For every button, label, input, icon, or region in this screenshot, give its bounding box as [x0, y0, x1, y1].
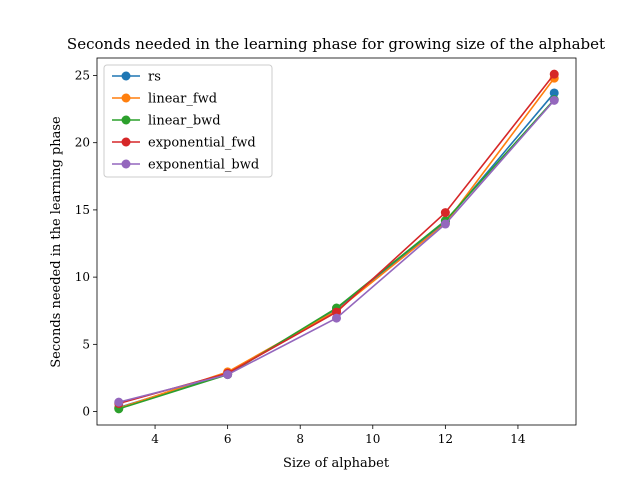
legend-label-linear_bwd: linear_bwd: [148, 114, 221, 129]
chart-title: Seconds needed in the learning phase for…: [67, 35, 605, 53]
x-tick-label: 4: [151, 432, 159, 446]
y-tick-label: 25: [75, 68, 90, 82]
legend-swatch-marker: [121, 115, 131, 125]
plot-frame: [96, 57, 577, 426]
data-point-exponential_bwd: [114, 397, 124, 407]
y-tick-label: 0: [82, 405, 90, 419]
data-point-exponential_bwd: [332, 313, 341, 323]
x-tick-label: 6: [224, 432, 232, 446]
y-tick-label: 10: [75, 270, 90, 284]
data-point-rs: [549, 88, 559, 98]
data-point-exponential_bwd: [440, 219, 450, 229]
legend-swatch-marker: [121, 159, 131, 169]
legend-label-linear_fwd: linear_fwd: [148, 92, 217, 107]
legend-label-exponential_bwd: exponential_bwd: [148, 158, 259, 173]
x-tick-label: 10: [365, 432, 380, 446]
data-point-exponential_fwd: [440, 208, 450, 218]
y-tick-label: 20: [75, 136, 90, 150]
legend-box: [103, 64, 273, 178]
legend-label-exponential_fwd: exponential_fwd: [148, 136, 256, 151]
plot-area: [114, 69, 559, 414]
legend-label-rs: rs: [148, 70, 161, 85]
y-tick-label: 15: [75, 203, 90, 217]
legend-swatch-marker: [121, 137, 131, 147]
x-tick-label: 8: [296, 432, 304, 446]
data-point-exponential_fwd: [549, 69, 559, 79]
y-tick-label: 5: [82, 337, 90, 351]
legend-swatch-marker: [121, 93, 131, 103]
legend: rs linear_fwd linear_bwd exponential_fwdexp…: [103, 64, 273, 178]
legend-swatch-marker: [121, 71, 131, 81]
data-point-exponential_bwd: [549, 95, 559, 105]
y-axis-label: Seconds needed in the learning phase: [49, 116, 64, 368]
axis-ticks: 4 6 8 10 12 14 0 5 10 15 20 25: [75, 68, 526, 446]
x-tick-label: 12: [438, 432, 453, 446]
x-axis-label: Size of alphabet: [283, 456, 390, 471]
x-tick-label: 14: [510, 432, 526, 446]
data-point-exponential_bwd: [223, 370, 233, 380]
